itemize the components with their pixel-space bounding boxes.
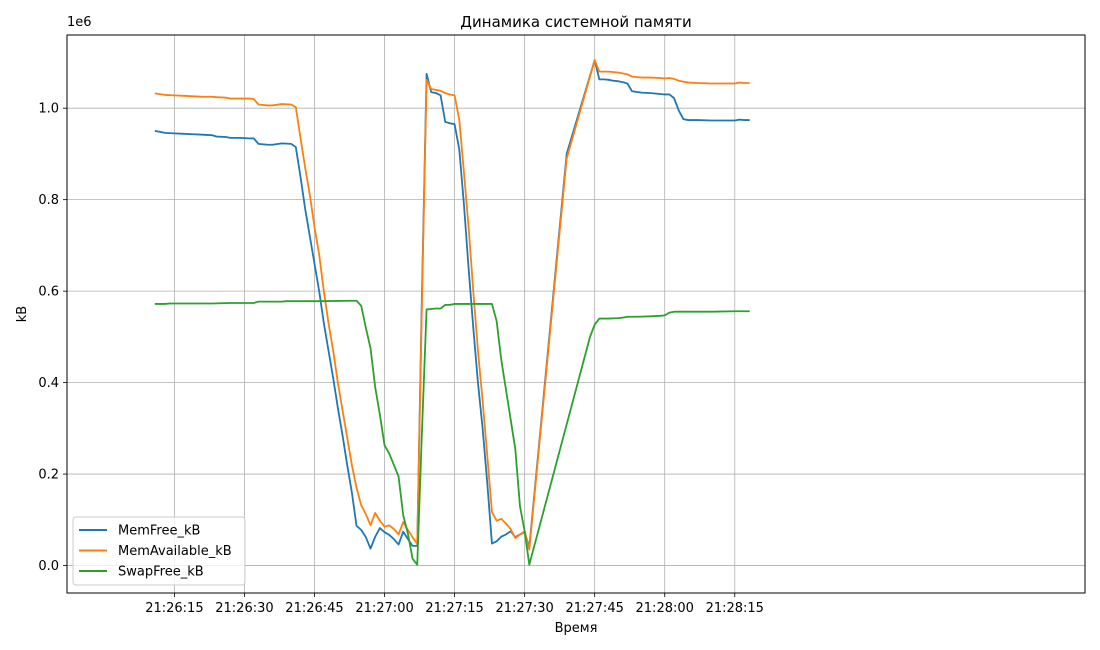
x-axis-label: Время [555, 621, 598, 636]
y-tick-label: 0.6 [38, 285, 59, 300]
x-tick-label: 21:27:00 [355, 601, 413, 616]
legend: MemFree_kB MemAvailable_kB SwapFree_kB [72, 516, 246, 586]
legend-box [72, 516, 246, 586]
x-tick-label: 21:27:30 [495, 601, 553, 616]
x-tick-label: 21:27:15 [425, 601, 483, 616]
y-axis-offset-label: 1e6 [67, 15, 92, 30]
chart-title: Динамика системной памяти [460, 13, 691, 31]
series-lines [154, 59, 750, 566]
legend-label: SwapFree_kB [118, 565, 204, 580]
grid [67, 35, 1085, 593]
legend-label: MemAvailable_kB [118, 544, 232, 559]
y-tick-label: 0.0 [38, 559, 59, 574]
plot-frame [66, 34, 1086, 594]
y-axis-label: kB [15, 306, 30, 322]
axis-ticks: 21:26:15 21:26:30 21:26:45 21:27:00 21:27:15… [38, 102, 764, 616]
legend-label: MemFree_kB [118, 524, 200, 539]
x-tick-label: 21:27:45 [565, 601, 623, 616]
x-tick-label: 21:26:15 [145, 601, 203, 616]
y-tick-label: 1.0 [38, 102, 59, 117]
series-line-swapfree-kb [154, 299, 750, 566]
x-tick-label: 21:26:30 [215, 601, 273, 616]
y-tick-label: 0.8 [38, 193, 59, 208]
y-tick-label: 0.4 [38, 376, 59, 391]
y-tick-label: 0.2 [38, 468, 59, 483]
series-line-memfree-kb [154, 59, 750, 550]
x-tick-label: 21:26:45 [285, 601, 343, 616]
x-tick-label: 21:28:15 [706, 601, 764, 616]
series-line-memavailable-kb [154, 59, 750, 551]
x-tick-label: 21:28:00 [636, 601, 694, 616]
